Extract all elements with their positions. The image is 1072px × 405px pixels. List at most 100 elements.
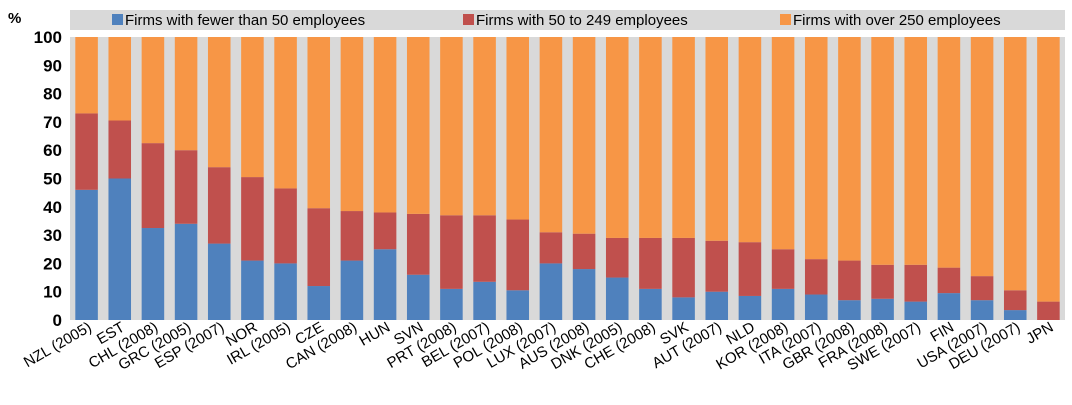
bar-segment-1 (970, 300, 994, 320)
bar-segment-2 (572, 233, 596, 270)
bar-segment-3 (572, 37, 596, 234)
y-axis-unit-label: % (8, 10, 21, 27)
bar-segment-1 (340, 260, 364, 320)
bar-segment-2 (207, 167, 231, 244)
bar-segment-2 (75, 113, 98, 190)
bar-segment-3 (771, 37, 795, 250)
bar-segment-2 (506, 219, 530, 291)
legend-swatch (463, 14, 474, 25)
bar-segment-1 (473, 281, 496, 320)
bar-segment-1 (241, 260, 264, 320)
bar-segment-1 (605, 277, 629, 320)
bar-segment-1 (771, 288, 795, 320)
bar-segment-2 (174, 150, 198, 224)
bar-segment-3 (1037, 37, 1060, 302)
bar-segment-1 (406, 274, 430, 320)
x-category-label: HUN (356, 319, 393, 350)
y-tick-label: 0 (53, 311, 62, 330)
bar-segment-3 (804, 37, 828, 260)
bar-segment-2 (373, 212, 397, 250)
y-tick-label: 100 (34, 28, 62, 47)
bar-segment-3 (340, 37, 364, 212)
bar-segment-2 (838, 260, 861, 301)
bar-segment-2 (1037, 301, 1060, 320)
y-tick-label: 60 (43, 141, 62, 160)
y-tick-label: 80 (43, 85, 62, 104)
y-tick-label: 20 (43, 254, 62, 273)
bar-segment-3 (1003, 37, 1027, 291)
bar-segment-1 (440, 288, 463, 320)
bar-segment-1 (871, 298, 894, 320)
bar-segment-3 (406, 37, 430, 214)
bars (75, 37, 1060, 320)
bar-segment-2 (705, 240, 729, 292)
bar-segment-1 (904, 301, 928, 320)
bar-segment-2 (738, 242, 762, 296)
y-tick-label: 90 (43, 56, 62, 75)
bar-segment-3 (274, 37, 297, 189)
bar-segment-3 (738, 37, 762, 243)
bar-segment-2 (804, 259, 828, 295)
bar-segment-1 (572, 269, 596, 320)
bar-segment-2 (904, 264, 928, 302)
bar-segment-3 (970, 37, 994, 277)
bar-segment-1 (838, 300, 861, 320)
bar-segment-2 (307, 208, 331, 287)
bar-segment-1 (705, 291, 729, 320)
bar-segment-2 (108, 120, 132, 179)
y-tick-label: 30 (43, 226, 62, 245)
y-tick-label: 10 (43, 283, 62, 302)
bar-segment-2 (539, 232, 563, 264)
plot-area (70, 37, 1065, 320)
bar-segment-1 (738, 295, 762, 320)
bar-segment-3 (373, 37, 397, 213)
bar-segment-3 (241, 37, 264, 178)
bar-segment-1 (539, 263, 563, 320)
bar-segment-3 (207, 37, 231, 168)
bar-segment-1 (274, 263, 297, 320)
bar-segment-3 (937, 37, 961, 268)
bar-segment-2 (473, 215, 496, 282)
bar-segment-1 (174, 223, 198, 320)
bar-segment-2 (605, 237, 629, 278)
bar-segment-2 (937, 267, 961, 294)
bar-segment-1 (672, 297, 695, 320)
legend-entry-label: Firms with over 250 employees (793, 12, 1001, 29)
bar-segment-3 (506, 37, 530, 220)
bar-segment-2 (871, 264, 894, 299)
bar-segment-2 (274, 188, 297, 264)
legend-entry-label: Firms with 50 to 249 employees (476, 12, 688, 29)
x-category-label: JPN (1023, 319, 1056, 348)
y-tick-label: 70 (43, 113, 62, 132)
bar-segment-3 (307, 37, 331, 209)
bar-segment-2 (141, 143, 165, 229)
legend: Firms with fewer than 50 employees Firms … (112, 12, 1001, 29)
bar-segment-2 (340, 211, 364, 261)
bar-segment-2 (672, 237, 695, 298)
bar-segment-3 (539, 37, 563, 233)
bar-segment-2 (406, 213, 430, 275)
bar-segment-2 (771, 249, 795, 289)
bar-segment-2 (970, 276, 994, 301)
bar-segment-1 (639, 288, 662, 320)
bar-segment-2 (440, 215, 463, 289)
bar-segment-2 (639, 237, 662, 289)
bar-segment-1 (108, 178, 132, 320)
bar-segment-3 (174, 37, 198, 151)
y-tick-label: 40 (43, 198, 62, 217)
bar-segment-1 (207, 243, 231, 320)
bar-segment-3 (108, 37, 132, 121)
bar-segment-1 (1003, 310, 1027, 320)
legend-entry-label: Firms with fewer than 50 employees (125, 12, 365, 29)
bar-segment-3 (705, 37, 729, 241)
bar-segment-3 (440, 37, 463, 216)
legend-swatch (112, 14, 123, 25)
bar-segment-3 (473, 37, 496, 216)
y-tick-label: 50 (43, 170, 62, 189)
legend-background (70, 10, 1065, 30)
bar-segment-1 (804, 294, 828, 320)
bar-segment-3 (141, 37, 165, 144)
bar-segment-1 (141, 228, 165, 320)
